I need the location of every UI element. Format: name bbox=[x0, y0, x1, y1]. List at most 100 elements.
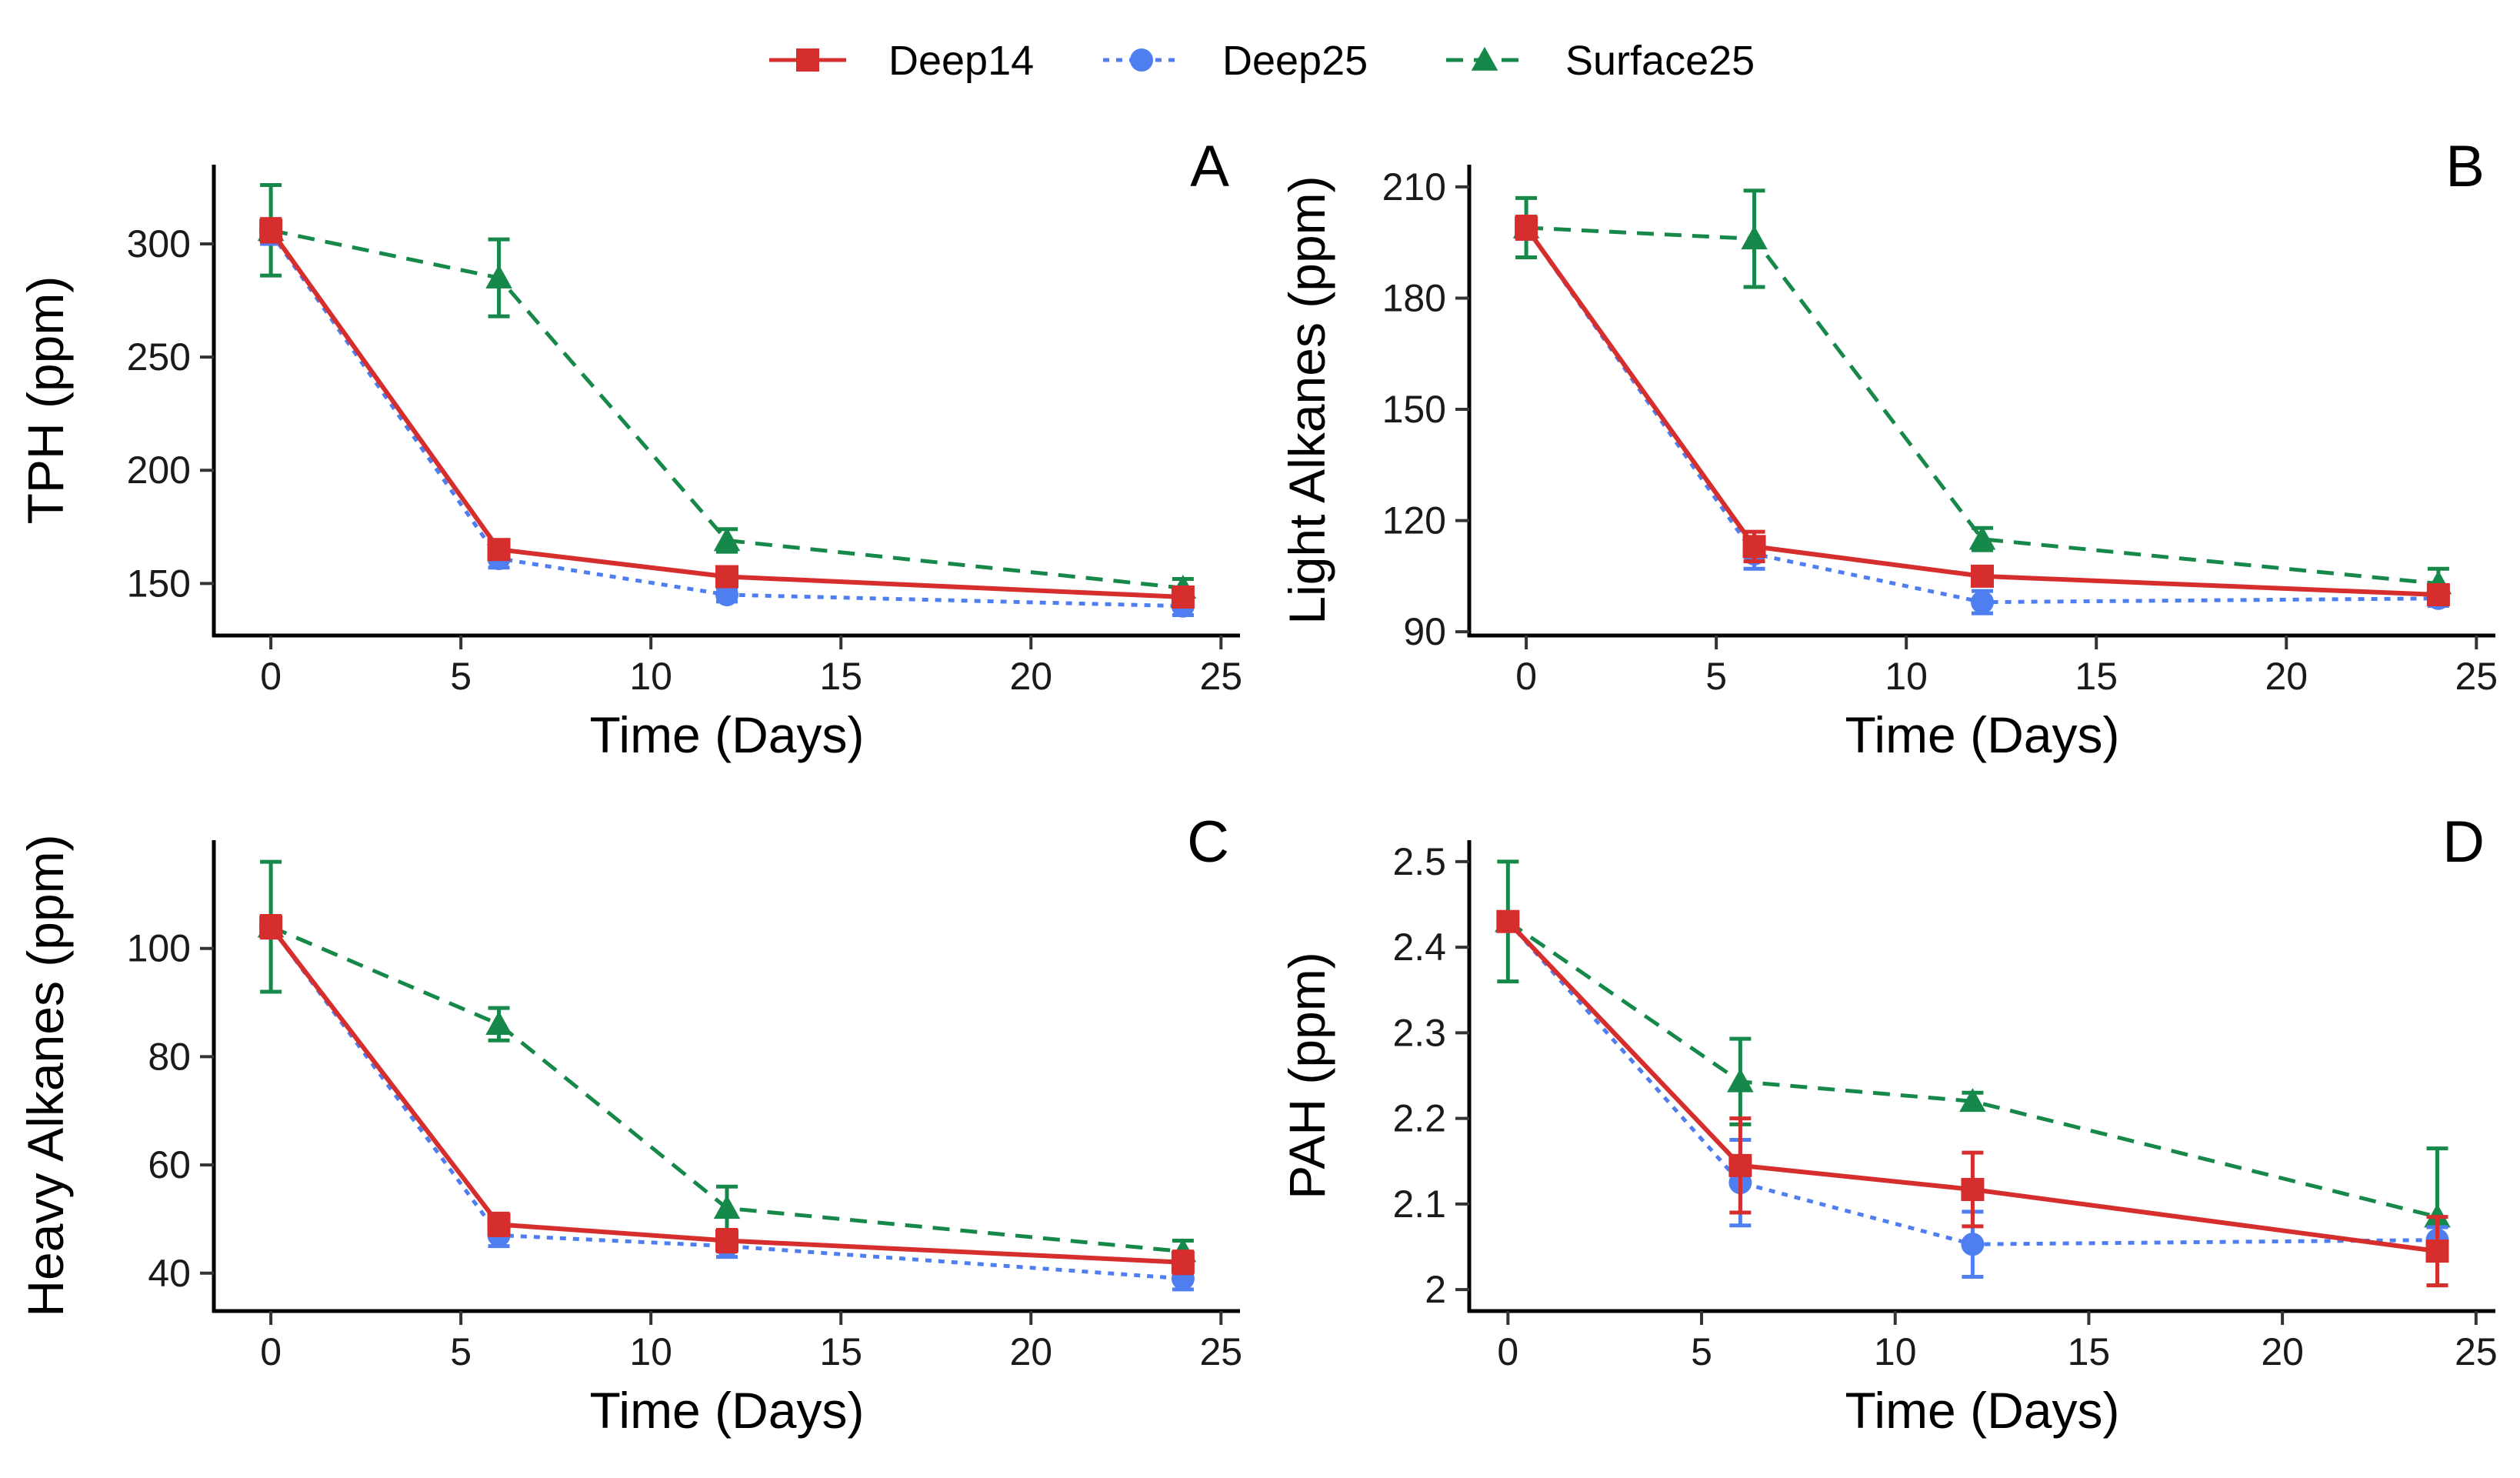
data-point-deep14 bbox=[1171, 585, 1195, 609]
legend-label-surface25: Surface25 bbox=[1565, 38, 1755, 84]
data-point-deep14 bbox=[2425, 1239, 2449, 1263]
x-tick-label: 20 bbox=[2265, 655, 2308, 698]
legend-item-surface25: Surface25 bbox=[1446, 38, 1755, 84]
x-tick-label: 20 bbox=[1009, 655, 1052, 698]
series-line-deep25 bbox=[1506, 920, 2438, 1246]
data-point-deep14 bbox=[715, 1229, 738, 1253]
series-deep25 bbox=[1515, 214, 2450, 616]
x-tick-label: 0 bbox=[260, 1330, 282, 1373]
y-tick-label: 200 bbox=[127, 449, 191, 492]
data-point-surface25 bbox=[1741, 225, 1768, 250]
x-tick-label: 25 bbox=[1199, 1330, 1242, 1373]
x-tick-label: 10 bbox=[629, 1330, 672, 1373]
series-line-deep14 bbox=[1524, 226, 2439, 597]
y-tick-label: 100 bbox=[127, 927, 191, 970]
series-line-surface25 bbox=[1525, 225, 2439, 586]
y-tick-label: 60 bbox=[148, 1143, 191, 1186]
y-tick-label: 120 bbox=[1382, 499, 1446, 542]
x-tick-label: 0 bbox=[260, 655, 282, 698]
x-axis-title: Time (Days) bbox=[590, 706, 865, 763]
y-tick-label: 2.3 bbox=[1392, 1011, 1446, 1054]
y-tick-label: 180 bbox=[1382, 276, 1446, 319]
data-point-deep14 bbox=[715, 565, 738, 589]
y-tick-label: 2.2 bbox=[1392, 1097, 1446, 1140]
x-tick-label: 25 bbox=[1199, 655, 1242, 698]
x-tick-label: 25 bbox=[2455, 1330, 2498, 1373]
x-tick-label: 10 bbox=[1885, 655, 1928, 698]
series-line-deep14 bbox=[1506, 919, 2438, 1254]
x-axis-title: Time (Days) bbox=[1845, 706, 2120, 763]
data-point-deep14 bbox=[259, 219, 283, 242]
series-line-deep25 bbox=[269, 231, 1183, 609]
x-tick-label: 0 bbox=[1497, 1330, 1518, 1373]
y-tick-label: 80 bbox=[148, 1035, 191, 1078]
x-axis-title: Time (Days) bbox=[590, 1382, 865, 1439]
y-tick-label: 150 bbox=[127, 562, 191, 605]
data-point-deep25 bbox=[715, 583, 738, 607]
legend-label-deep14: Deep14 bbox=[888, 38, 1034, 84]
data-point-deep14 bbox=[1961, 1177, 1985, 1201]
panel-c: 0 5 10 15 20 25 40 60 80 100 Time (Days) Heavy Alka… bbox=[17, 809, 1242, 1439]
series-deep14 bbox=[1496, 909, 2449, 1288]
data-point-deep14 bbox=[1728, 1153, 1752, 1177]
y-tick-label: 150 bbox=[1382, 388, 1446, 431]
data-point-deep14 bbox=[1515, 215, 1538, 239]
series-deep14 bbox=[259, 913, 1195, 1276]
panel-b: 0 5 10 15 20 25 90 120 150 180 210 Time (Days) Light… bbox=[1278, 134, 2498, 763]
y-tick-label: 250 bbox=[127, 335, 191, 379]
x-tick-label: 5 bbox=[450, 655, 472, 698]
x-tick-label: 15 bbox=[2068, 1330, 2111, 1373]
data-point-surface25 bbox=[485, 264, 512, 289]
x-tick-label: 20 bbox=[2261, 1330, 2304, 1373]
legend-item-deep14: Deep14 bbox=[769, 38, 1034, 84]
x-tick-label: 25 bbox=[2455, 655, 2498, 698]
panel-a: 0 5 10 15 20 25 150 200 250 300 Time (Days) TPH (pp… bbox=[17, 134, 1242, 763]
data-point-surface25 bbox=[713, 527, 741, 552]
y-tick-label: 2.1 bbox=[1392, 1183, 1446, 1226]
legend-marker-surface25 bbox=[1471, 46, 1498, 71]
data-point-deep14 bbox=[259, 915, 283, 939]
series-line-surface25 bbox=[1506, 919, 2438, 1219]
data-point-deep14 bbox=[2426, 582, 2450, 606]
series-deep25 bbox=[259, 219, 1195, 618]
data-point-deep14 bbox=[1971, 564, 1994, 588]
data-point-deep25 bbox=[1971, 590, 1994, 614]
data-point-deep25 bbox=[1961, 1233, 1985, 1256]
data-point-surface25 bbox=[485, 1010, 512, 1035]
legend: Deep14 Deep25 Surface25 bbox=[769, 38, 1755, 84]
y-tick-label: 2.5 bbox=[1392, 840, 1446, 883]
x-tick-label: 10 bbox=[1874, 1330, 1917, 1373]
data-point-surface25 bbox=[1727, 1068, 1754, 1093]
legend-item-deep25: Deep25 bbox=[1103, 38, 1368, 84]
series-surface25 bbox=[257, 182, 1197, 599]
series-deep14 bbox=[259, 217, 1195, 609]
y-axis-title: Heavy Alkanes (ppm) bbox=[17, 834, 74, 1316]
legend-marker-deep25 bbox=[1130, 48, 1153, 72]
series-surface25 bbox=[257, 859, 1197, 1265]
series-line-surface25 bbox=[270, 925, 1184, 1254]
y-tick-label: 210 bbox=[1382, 165, 1446, 209]
x-tick-label: 0 bbox=[1515, 655, 1537, 698]
data-point-surface25 bbox=[1968, 525, 1996, 550]
y-axis-title: Light Alkanes (ppm) bbox=[1278, 175, 1335, 624]
x-tick-label: 5 bbox=[450, 1330, 472, 1373]
x-tick-label: 5 bbox=[1691, 1330, 1712, 1373]
data-point-deep14 bbox=[487, 1213, 511, 1236]
data-point-deep14 bbox=[1496, 909, 1520, 933]
series-deep14 bbox=[1515, 214, 2450, 606]
series-line-surface25 bbox=[270, 228, 1184, 590]
x-tick-label: 20 bbox=[1009, 1330, 1052, 1373]
data-point-deep14 bbox=[1742, 535, 1766, 559]
y-tick-label: 90 bbox=[1403, 610, 1446, 653]
x-tick-label: 15 bbox=[819, 1330, 862, 1373]
x-tick-label: 15 bbox=[819, 655, 862, 698]
y-tick-label: 2 bbox=[1425, 1268, 1446, 1311]
data-point-surface25 bbox=[713, 1195, 741, 1219]
data-point-deep14 bbox=[487, 538, 511, 562]
y-tick-label: 2.4 bbox=[1392, 926, 1446, 969]
panel-letter: D bbox=[2442, 809, 2485, 875]
x-tick-label: 10 bbox=[629, 655, 672, 698]
series-line-deep14 bbox=[268, 229, 1184, 599]
